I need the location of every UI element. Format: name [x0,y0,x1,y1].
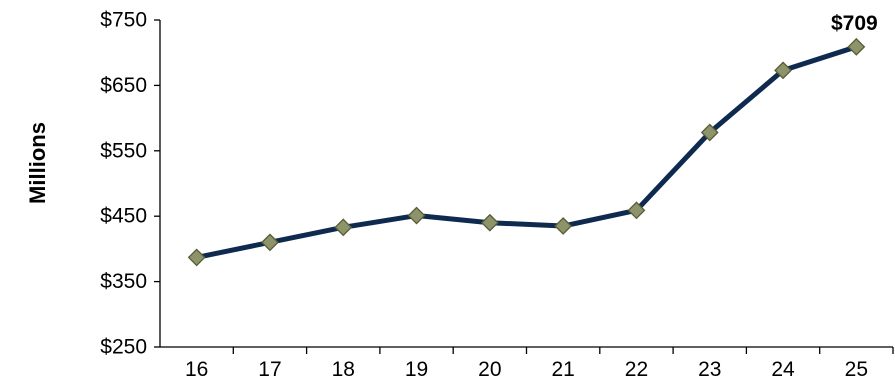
y-tick-label: $650 [100,74,147,97]
x-tick-label: 22 [625,358,648,381]
x-tick-label: 23 [698,358,721,381]
data-point-marker [554,217,573,235]
x-tick-label: 21 [551,358,574,381]
x-axis-ticks: 16 17 18 19 20 21 22 23 24 25 [185,347,894,381]
x-tick-label: 17 [258,358,281,381]
data-point-marker [407,206,426,225]
y-tick-label: $450 [100,205,147,228]
y-tick-label: $550 [100,139,147,162]
data-point-marker [700,123,719,142]
x-tick-label: 19 [405,358,428,381]
data-point-marker [261,233,279,252]
data-labels: $709 [831,12,878,35]
y-tick-label: $250 [100,336,147,359]
data-point-marker [847,37,866,56]
y-axis-title: Millions [25,122,50,204]
data-point-marker [480,213,499,232]
data-point-marker [334,218,353,237]
y-axis-ticks: $250 $350 $450 $550 $650 $750 [100,9,160,359]
x-tick-label: 20 [478,358,501,381]
x-tick-label: 16 [185,358,208,381]
y-tick-label: $350 [100,270,147,293]
series-line [194,44,859,260]
data-label: $709 [831,12,878,35]
data-point-marker [774,61,792,80]
x-tick-label: 18 [332,358,355,381]
x-tick-label: 25 [845,358,868,381]
data-point-marker [627,201,646,220]
series-group [187,37,866,267]
data-point-marker [187,248,206,267]
y-tick-label: $750 [100,9,147,32]
x-tick-label: 24 [771,358,795,381]
